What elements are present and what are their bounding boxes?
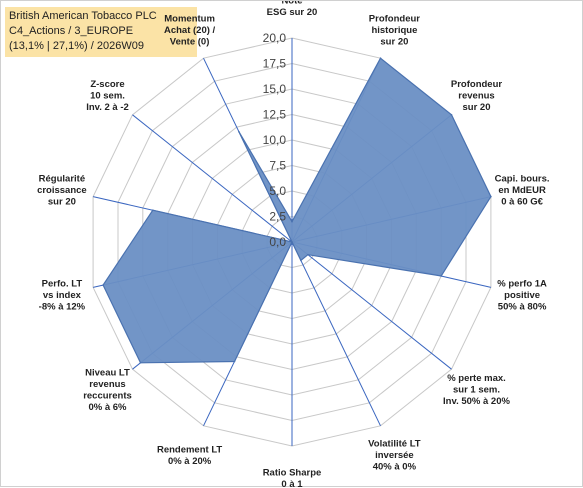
axis-label-line: Ratio Sharpe bbox=[263, 468, 322, 479]
axis-label-9: Niveau LT revenus reccurents 0% à 6% bbox=[83, 367, 132, 413]
axis-label-line: 10 sem. bbox=[90, 90, 125, 101]
axis-label-line: revenus bbox=[458, 90, 494, 101]
title-line-3: (13,1% | 27,1%) / 2026W09 bbox=[9, 40, 144, 52]
axis-label-line: Profondeur bbox=[369, 13, 420, 24]
data-point-2 bbox=[450, 114, 453, 116]
axis-label-2: Profondeur revenus sur 20 bbox=[451, 79, 502, 113]
axis-label-6: Volatilité LT inversée 40% à 0% bbox=[368, 439, 421, 473]
tick-label: 0,0 bbox=[269, 235, 286, 249]
axis-label-line: % perfo 1A bbox=[497, 279, 547, 290]
tick-label: 2,5 bbox=[269, 210, 286, 224]
spoke-5 bbox=[291, 241, 452, 370]
axis-label-line: ESG sur 20 bbox=[267, 7, 318, 18]
axis-label-12: Z-score 10 sem. Inv. 2 à -2 bbox=[86, 79, 129, 113]
axis-label-line: sur 1 sem. bbox=[453, 385, 500, 396]
axis-label-line: croissance bbox=[37, 185, 87, 196]
tick-label: 7,5 bbox=[269, 159, 286, 173]
axis-label-line: Inv. 50% à 20% bbox=[443, 396, 510, 407]
axis-label-line: vs index bbox=[43, 290, 82, 301]
spoke-6 bbox=[291, 241, 381, 427]
title-line-1: British American Tobacco PLC bbox=[9, 10, 157, 22]
axis-label-7: Ratio Sharpe 0 à 1 bbox=[263, 468, 322, 488]
axis-label-line: 0 à 60 G€ bbox=[501, 196, 543, 207]
title-line-2: C4_Actions / 3_EUROPE bbox=[9, 25, 134, 37]
axis-label-3: Capi. bours. en MdEUR 0 à 60 G€ bbox=[495, 173, 550, 207]
data-point-11 bbox=[152, 209, 154, 211]
radar-series bbox=[102, 57, 492, 364]
axis-label-line: historique bbox=[371, 25, 417, 36]
axis-label-4: % perfo 1A positive 50% à 80% bbox=[497, 279, 547, 313]
axis-label-5: % perte max. sur 1 sem. Inv. 50% à 20% bbox=[443, 373, 510, 407]
tick-label: 17,5 bbox=[263, 57, 287, 71]
data-point-6 bbox=[300, 259, 302, 262]
axis-label-line: Niveau LT bbox=[85, 367, 130, 378]
axis-label-10: Perfo. LT vs index -8% à 12% bbox=[39, 279, 86, 313]
axis-label-line: Momentum bbox=[164, 13, 215, 24]
axis-label-line: positive bbox=[504, 290, 540, 301]
axis-label-line: Volatilité LT bbox=[368, 439, 421, 450]
axis-label-8: Rendement LT 0% à 20% bbox=[157, 444, 222, 467]
spoke-12 bbox=[132, 114, 293, 243]
data-point-9 bbox=[139, 362, 142, 364]
axis-label-line: reccurents bbox=[83, 390, 132, 401]
axis-label-line: Rendement LT bbox=[157, 444, 222, 455]
data-point-13 bbox=[238, 130, 240, 133]
data-point-12 bbox=[291, 241, 293, 243]
axis-label-line: Z-score bbox=[90, 79, 124, 90]
tick-label: 15,0 bbox=[263, 82, 287, 96]
tick-label: 5,0 bbox=[269, 184, 286, 198]
axis-label-line: Perfo. LT bbox=[42, 279, 83, 290]
axis-label-line: 40% à 0% bbox=[373, 462, 417, 473]
axis-label-1: Profondeur historique sur 20 bbox=[369, 13, 420, 47]
axis-label-line: revenus bbox=[89, 379, 125, 390]
axis-label-line: 0 à 1 bbox=[281, 479, 303, 488]
data-point-10 bbox=[102, 284, 104, 286]
axis-label-line: Profondeur bbox=[451, 79, 502, 90]
data-point-1 bbox=[379, 57, 382, 59]
axis-label-line: sur 20 bbox=[463, 102, 491, 113]
axis-label-line: % perte max. bbox=[447, 373, 506, 384]
tick-label: 12,5 bbox=[263, 108, 287, 122]
data-point-5 bbox=[307, 253, 309, 256]
axis-label-line: Achat (20) / bbox=[164, 25, 216, 36]
axis-label-line: sur 20 bbox=[48, 196, 76, 207]
axis-label-line: Vente (0) bbox=[170, 36, 210, 47]
axis-label-13: Momentum Achat (20) / Vente (0) bbox=[164, 13, 216, 47]
axis-label-line: Régularité bbox=[39, 173, 85, 184]
axis-label-line: Capi. bours. bbox=[495, 173, 550, 184]
axis-label-line: en MdEUR bbox=[498, 185, 546, 196]
data-point-0 bbox=[291, 220, 293, 223]
tick-label: 10,0 bbox=[263, 133, 287, 147]
radar-tick-labels: 0,0 2,5 5,0 7,5 10,0 12,5 15,0 17,5 20,0 bbox=[263, 31, 287, 249]
axis-label-line: Inv. 2 à -2 bbox=[86, 102, 129, 113]
chart-title-box: British American Tobacco PLC C4_Actions … bbox=[5, 7, 197, 57]
data-point-4 bbox=[440, 275, 443, 277]
axis-label-line: inversée bbox=[375, 450, 414, 461]
axis-label-line: sur 20 bbox=[380, 36, 408, 47]
axis-label-line: 0% à 20% bbox=[168, 456, 212, 467]
axis-label-line: 0% à 6% bbox=[88, 402, 127, 413]
axis-label-0: Note ESG sur 20 bbox=[267, 1, 318, 18]
axis-label-11: Régularité croissance sur 20 bbox=[37, 173, 87, 207]
tick-label: 20,0 bbox=[263, 31, 287, 45]
axis-label-line: -8% à 12% bbox=[39, 302, 86, 313]
axis-label-line: Note bbox=[281, 1, 302, 7]
data-point-8 bbox=[233, 360, 236, 363]
data-point-3 bbox=[490, 195, 492, 198]
axis-label-line: 50% à 80% bbox=[498, 302, 547, 313]
